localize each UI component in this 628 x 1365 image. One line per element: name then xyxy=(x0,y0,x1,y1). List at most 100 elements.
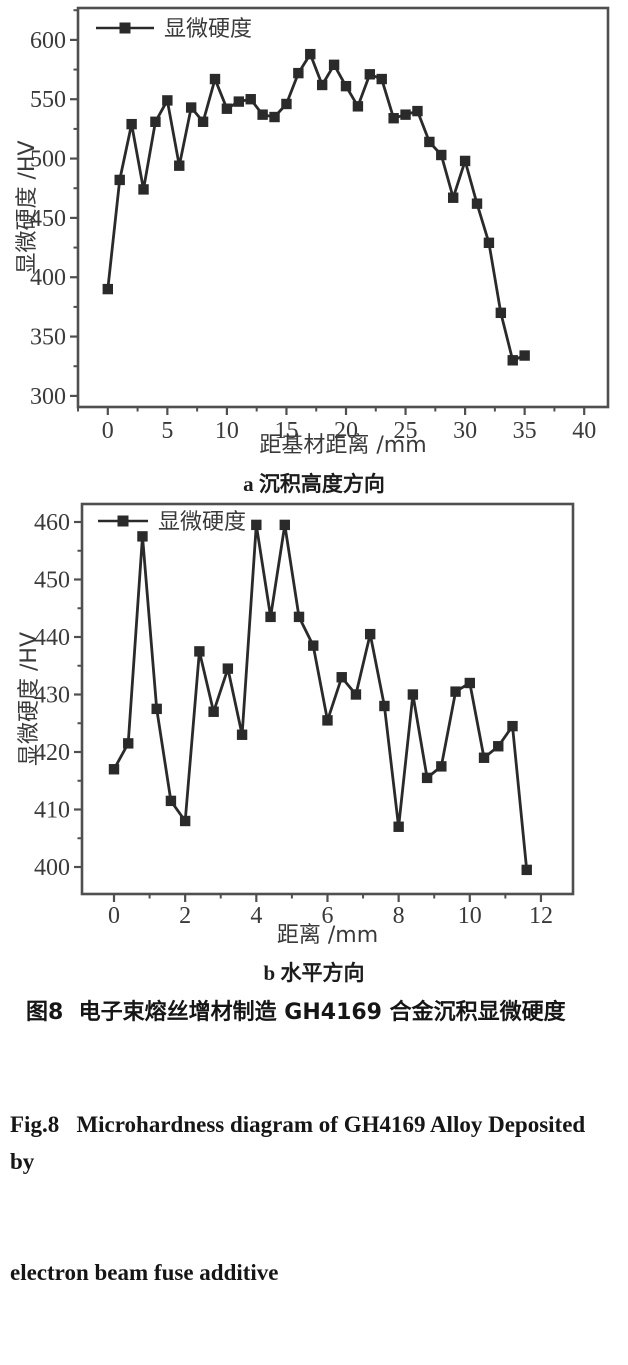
data-point-marker xyxy=(179,815,191,827)
data-point-marker xyxy=(114,174,125,186)
y-tick-label: 410 xyxy=(34,798,70,824)
data-point-marker xyxy=(447,192,459,203)
y-tick-label: 420 xyxy=(34,740,70,766)
data-point-marker xyxy=(436,149,447,161)
x-tick-label: 0 xyxy=(108,903,120,929)
data-point-marker xyxy=(424,136,435,148)
data-point-marker xyxy=(221,103,233,114)
data-point-marker xyxy=(245,94,256,105)
data-point-marker xyxy=(421,772,433,784)
data-point-marker xyxy=(336,672,347,683)
y-tick-label: 400 xyxy=(34,855,70,881)
y-tick-label: 430 xyxy=(34,683,70,709)
data-point-marker xyxy=(209,73,221,85)
legend-marker xyxy=(119,22,131,34)
data-point-marker xyxy=(328,59,340,71)
data-point-marker xyxy=(123,738,134,749)
data-point-marker xyxy=(126,118,137,130)
data-point-marker xyxy=(151,703,162,715)
data-point-marker xyxy=(483,237,495,249)
data-point-marker xyxy=(137,531,148,542)
data-point-marker xyxy=(495,307,507,319)
figure-caption-chinese: 图8 电子束熔丝增材制造 GH4169 合金沉积显微硬度 xyxy=(26,1000,566,1025)
data-point-marker xyxy=(138,184,149,195)
data-point-marker xyxy=(376,73,387,85)
data-point-marker xyxy=(236,729,248,740)
x-tick-label: 10 xyxy=(458,903,482,929)
data-point-marker xyxy=(450,686,461,697)
y-tick-label: 440 xyxy=(34,625,70,651)
x-tick-label: 8 xyxy=(393,903,405,929)
data-point-marker xyxy=(185,102,197,113)
data-point-marker xyxy=(407,689,419,700)
chart-b-horizontal-direction: 0 2 4 6 8 10 12 400 410 420 430 440 450 460 距离 /mm 显微硬度… xyxy=(17,502,575,948)
data-point-marker xyxy=(464,677,475,689)
y-tick-label: 550 xyxy=(30,87,66,113)
x-tick-label: 40 xyxy=(572,418,596,444)
data-point-marker xyxy=(471,198,483,209)
data-point-marker xyxy=(364,628,376,640)
data-point-marker xyxy=(393,821,404,832)
data-point-marker xyxy=(507,355,518,366)
data-point-marker xyxy=(305,48,316,60)
data-point-marker xyxy=(208,706,219,717)
legend-marker xyxy=(117,515,129,527)
y-tick-label: 450 xyxy=(34,568,70,594)
x-tick-label: 20 xyxy=(334,418,358,444)
y-tick-label: 600 xyxy=(30,28,66,54)
x-tick-label: 15 xyxy=(274,418,298,444)
x-tick-label: 35 xyxy=(513,418,537,444)
data-point-marker xyxy=(478,752,490,763)
data-point-marker xyxy=(521,864,532,876)
data-point-marker xyxy=(162,95,173,106)
data-point-marker xyxy=(150,116,161,127)
y-axis-label: 显微硬度 /HV xyxy=(17,632,42,766)
data-point-marker xyxy=(269,111,280,123)
data-point-marker xyxy=(388,113,399,124)
x-axis-label: 距离 /mm xyxy=(277,923,378,948)
data-point-marker xyxy=(233,96,245,107)
data-point-marker xyxy=(197,116,209,127)
caption-b: b 水平方向 xyxy=(263,961,365,985)
data-point-marker xyxy=(412,105,423,117)
data-point-marker xyxy=(316,79,328,91)
x-tick-label: 2 xyxy=(179,903,191,929)
data-point-marker xyxy=(194,646,205,657)
series-line xyxy=(112,524,529,871)
legend-label: 显微硬度 xyxy=(158,510,246,535)
data-point-marker xyxy=(519,350,530,361)
data-point-marker xyxy=(308,640,319,651)
data-point-marker xyxy=(436,761,447,772)
series-line xyxy=(106,50,526,363)
y-tick-label: 350 xyxy=(30,325,66,351)
x-tick-label: 6 xyxy=(321,903,333,929)
plot-frame xyxy=(76,6,610,409)
data-point-marker xyxy=(293,611,305,623)
y-tick-label: 400 xyxy=(30,265,66,291)
data-point-marker xyxy=(281,98,292,110)
x-tick-label: 5 xyxy=(161,418,173,444)
caption-a: a 沉积高度方向 xyxy=(243,472,385,496)
data-point-marker xyxy=(165,795,177,807)
data-point-marker xyxy=(352,101,364,112)
figure-caption-english-line1: Fig.8 Microhardness diagram of GH4169 Al… xyxy=(10,1112,591,1174)
y-axis-label: 显微硬度 /HV xyxy=(15,141,40,275)
data-point-marker xyxy=(222,663,234,674)
data-point-marker xyxy=(322,715,333,726)
y-tick-label: 450 xyxy=(30,206,66,232)
y-tick-label: 300 xyxy=(30,384,66,410)
y-tick-label: 500 xyxy=(30,147,66,173)
x-tick-label: 25 xyxy=(394,418,418,444)
data-point-marker xyxy=(340,80,352,92)
x-tick-label: 30 xyxy=(453,418,477,444)
x-tick-label: 10 xyxy=(215,418,239,444)
x-tick-label: 0 xyxy=(102,418,114,444)
data-point-marker xyxy=(350,689,362,700)
chart-a-deposition-height-direction: 0 5 10 15 20 25 30 35 40 300 350 400 450 500 550 600 距基材… xyxy=(15,6,610,458)
data-point-marker xyxy=(379,700,390,712)
figure-caption-english: Fig.8 Microhardness diagram of GH4169 Al… xyxy=(0,1032,628,1365)
figure-caption-english-line2: electron beam fuse additive xyxy=(10,1260,279,1285)
data-point-marker xyxy=(507,720,518,732)
legend-label: 显微硬度 xyxy=(164,17,252,42)
